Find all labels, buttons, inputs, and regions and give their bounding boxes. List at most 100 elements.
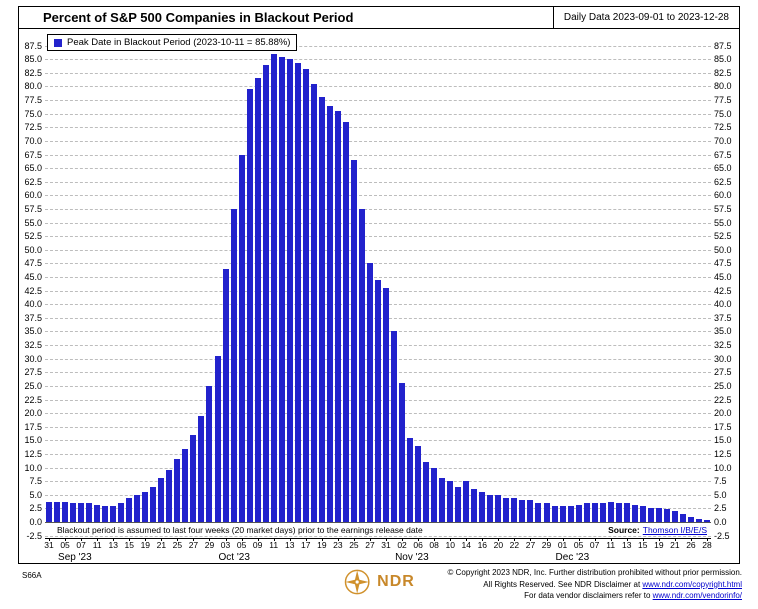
x-axis-label: 17 [301,540,311,550]
y-axis-label-left: 72.5 [24,122,42,133]
x-axis-label: 01 [557,540,568,550]
x-axis-label: 03 [220,540,231,550]
bar-2023-10-04 [230,208,237,522]
bar-2023-09-01 [54,502,61,522]
bar-2023-11-06 [415,445,422,522]
x-axis-label: 20 [493,540,504,550]
x-axis-tick [594,538,596,541]
bar-2023-11-01 [391,331,398,522]
bar-2023-10-26 [358,208,365,522]
copyright-block: © Copyright 2023 NDR, Inc. Further distr… [448,567,742,602]
bar-2023-09-12 [102,505,109,522]
x-axis-label: 19 [654,540,664,550]
bar-2023-12-18 [647,507,654,522]
y-axis-label-left: 80.0 [24,81,42,92]
x-axis-label: 27 [525,540,536,550]
chart-id: S66A [22,571,42,580]
bar-2023-11-07 [423,462,430,522]
y-axis-label-right: 85.0 [714,54,732,65]
y-axis-label-left: 45.0 [24,272,42,283]
y-axis-label-right: 5.0 [714,489,727,500]
x-axis-tick [418,538,420,541]
bar-2023-12-27 [695,518,702,522]
chart-title: Percent of S&P 500 Companies in Blackout… [43,10,354,25]
source-link[interactable]: Thomson I/B/E/S [642,525,707,535]
copyright-link[interactable]: www.ndr.com/copyright.html [642,579,742,589]
y-axis-label-right: 32.5 [714,340,732,351]
y-axis-label-left: 67.5 [24,149,42,160]
legend: Peak Date in Blackout Period (2023-10-11… [47,34,298,51]
x-axis-label: 28 [702,540,712,550]
legend-label: Peak Date in Blackout Period (2023-10-11… [67,37,291,48]
y-axis-label-right: 77.5 [714,95,732,106]
x-axis-tick [273,538,275,541]
bar-2023-11-27 [527,500,534,522]
y-axis-label-left: 12.5 [24,448,42,459]
bar-2023-12-22 [679,513,686,522]
x-axis-tick [562,538,564,541]
y-axis-label-left: 85.0 [24,54,42,65]
chart-header: Percent of S&P 500 Companies in Blackout… [19,7,739,29]
bar-2023-10-31 [383,287,390,522]
x-axis-tick [658,538,660,541]
y-axis-label-right: 67.5 [714,149,732,160]
y-axis-label-left: 42.5 [24,285,42,296]
y-axis-label-right: 82.5 [714,67,732,78]
y-axis-label-left: 30.0 [24,353,42,364]
y-axis-label-right: -2.5 [714,530,730,541]
x-axis-tick [546,538,548,541]
x-axis-label: 21 [670,540,680,550]
x-axis-tick [642,538,644,541]
x-axis-label: 05 [60,540,70,550]
bar-2023-11-24 [519,500,526,522]
copyright-line2: All Rights Reserved. See NDR Disclaimer … [448,579,742,591]
x-axis-label: 31 [44,540,54,550]
x-axis-label: 08 [429,540,439,550]
y-axis-label-left: 22.5 [24,394,42,405]
x-axis-tick [81,538,83,541]
month-label: Sep '23 [58,552,92,563]
x-axis-tick [610,538,612,541]
plot-area: Blackout period is assumed to last four … [45,29,711,539]
y-axis-label-left: 55.0 [24,217,42,228]
month-label: Nov '23 [395,552,429,563]
vendor-link[interactable]: www.ndr.com/vendorinfo/ [652,591,742,601]
x-axis-tick [209,538,211,541]
y-axis-label-right: 57.5 [714,203,732,214]
chart-frame: Percent of S&P 500 Companies in Blackout… [18,6,740,564]
bar-2023-12-28 [703,520,710,522]
bar-2023-09-22 [166,470,173,522]
x-axis-label: 13 [108,540,118,550]
x-axis-tick [65,538,67,541]
x-axis-tick [97,538,99,541]
bar-2023-11-02 [399,383,406,522]
y-axis-label-left: 7.5 [29,476,42,487]
bar-2023-10-30 [375,279,381,522]
y-axis-label-right: 70.0 [714,135,732,146]
y-axis-label-right: 80.0 [714,81,732,92]
x-axis-tick [674,538,676,541]
bar-2023-12-26 [687,516,694,522]
y-axis-label-left: 77.5 [24,95,42,106]
bar-2023-11-03 [407,437,414,522]
bar-2023-10-10 [262,64,269,522]
bar-2023-12-19 [655,508,662,522]
x-axis-label: 02 [397,540,407,550]
x-axis-label: 19 [317,540,327,550]
x-axis-tick [626,538,628,541]
x-axis-tick [337,538,339,541]
x-axis-tick [434,538,436,541]
bar-2023-09-11 [94,505,101,522]
y-axis-label-left: 65.0 [24,163,42,174]
bar-2023-10-18 [310,83,317,522]
gridline [45,59,711,61]
x-axis-tick [49,538,50,541]
y-axis-label-right: 12.5 [714,448,732,459]
bar-2023-10-19 [318,97,325,522]
y-axis-label-right: 22.5 [714,394,732,405]
bar-2023-09-15 [126,497,133,522]
bar-2023-09-28 [198,415,205,522]
x-axis-tick [225,538,227,541]
bar-2023-11-21 [503,497,510,522]
y-axis-label-right: 50.0 [714,244,732,255]
